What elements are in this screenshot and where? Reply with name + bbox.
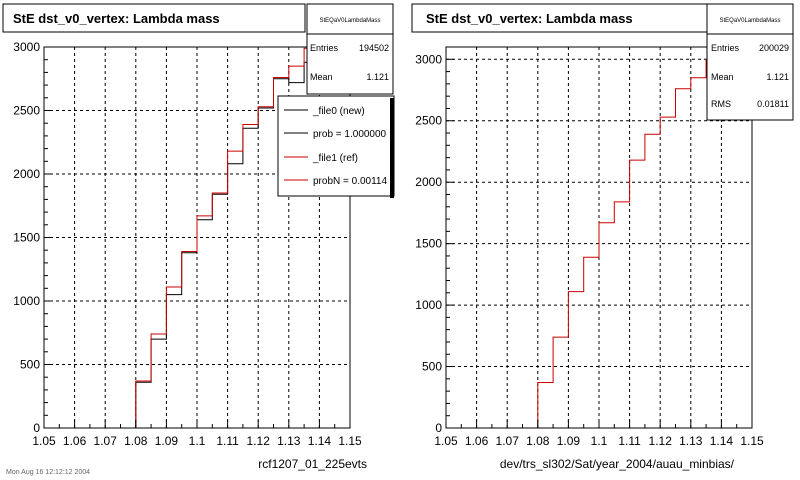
right-title-box <box>411 3 709 33</box>
right-y-tick-label: 2500 <box>415 114 442 128</box>
legend-label-probn: probN = 0.00114 <box>313 176 387 187</box>
left-y-tick-label: 2000 <box>13 167 40 181</box>
left-x-axis-label: rcf1207_01_225evts <box>258 457 367 471</box>
left-stats-mean-label: Mean <box>310 72 333 82</box>
left-title: StE dst_v0_vertex: Lambda mass <box>13 11 220 26</box>
left-x-tick-label: 1.05 <box>32 434 56 448</box>
left-x-tick-label: 1.12 <box>247 434 271 448</box>
right-stats-rms-value: 0.01811 <box>757 99 789 109</box>
left-stats-mean-value: 1.121 <box>366 72 389 82</box>
right-stats-rms-label: RMS <box>711 99 731 109</box>
left-x-tick-label: 1.06 <box>63 434 87 448</box>
left-y-tick-label: 500 <box>20 358 40 372</box>
left-x-tick-label: 1.08 <box>124 434 148 448</box>
right-y-tick-label: 500 <box>422 360 442 374</box>
right-axis-ticks: 1.05 1.06 1.07 1.08 1.09 1.1 1.11 1.12 1.13 1.14 1… <box>415 52 764 448</box>
left-stats-box: StEQaV0LambdaMass Entries 194502 Mean 1.… <box>306 3 394 95</box>
left-x-tick-label: 1.14 <box>308 434 332 448</box>
right-series-0-step-line <box>446 60 722 429</box>
right-title: StE dst_v0_vertex: Lambda mass <box>426 11 633 26</box>
right-x-tick-label: 1.05 <box>434 434 458 448</box>
right-x-tick-label: 1.08 <box>526 434 550 448</box>
legend-label-ref: _file1 (ref) <box>312 153 358 164</box>
right-x-tick-label: 1.14 <box>710 434 734 448</box>
left-x-tick-label: 1.15 <box>338 434 362 448</box>
right-x-tick-label: 1.1 <box>591 434 608 448</box>
left-x-tick-label: 1.09 <box>155 434 179 448</box>
right-y-tick-label: 1500 <box>415 237 442 251</box>
left-legend: _file0 (new) prob = 1.000000 _file1 (ref… <box>277 95 395 198</box>
left-x-tick-label: 1.07 <box>94 434 118 448</box>
right-y-tick-label: 2000 <box>415 175 442 189</box>
right-x-tick-label: 1.15 <box>740 434 764 448</box>
right-x-tick-label: 1.13 <box>679 434 703 448</box>
right-stats-mean-label: Mean <box>711 72 734 82</box>
legend-label-prob: prob = 1.000000 <box>313 129 387 140</box>
right-stats-title: StEQaV0LambdaMass <box>719 18 780 24</box>
left-axis-ticks: 1.05 1.06 1.07 1.08 1.09 1.1 1.11 1.12 1.13 1.14 1… <box>13 40 362 448</box>
left-x-tick-label: 1.1 <box>189 434 206 448</box>
left-y-tick-label: 0 <box>33 421 40 435</box>
left-stats-entries-label: Entries <box>310 43 339 53</box>
left-y-tick-label: 1000 <box>13 294 40 308</box>
left-histogram-panel: StE dst_v0_vertex: Lambda mass 1.05 1.06 1… <box>2 3 395 471</box>
legend-label-new: _file0 (new) <box>312 106 365 117</box>
left-title-box <box>2 3 306 33</box>
right-grid <box>446 47 752 428</box>
right-stats-mean-value: 1.121 <box>766 72 789 82</box>
left-y-tick-label: 2500 <box>13 104 40 118</box>
right-histogram-panel: StE dst_v0_vertex: Lambda mass 1.05 1.06 1… <box>411 3 794 471</box>
right-stats-entries-value: 200029 <box>759 43 789 53</box>
right-x-tick-label: 1.06 <box>465 434 489 448</box>
right-stats-entries-label: Entries <box>711 43 740 53</box>
footer-date: Mon Aug 16 12:12:12 2004 <box>6 469 90 476</box>
right-y-tick-label: 3000 <box>415 52 442 66</box>
right-y-tick-label: 0 <box>435 421 442 435</box>
left-x-tick-label: 1.13 <box>277 434 301 448</box>
right-x-tick-label: 1.12 <box>649 434 673 448</box>
left-stats-entries-value: 194502 <box>359 43 389 53</box>
left-x-tick-label: 1.11 <box>216 434 239 448</box>
left-stats-title: StEQaV0LambdaMass <box>319 18 380 24</box>
legend-shadow <box>390 98 394 198</box>
left-y-tick-label: 3000 <box>13 40 40 54</box>
right-x-tick-label: 1.07 <box>496 434 520 448</box>
right-x-axis-label: dev/trs_sl302/Sat/year_2004/auau_minbias… <box>500 457 735 471</box>
right-stats-box: StEQaV0LambdaMass Entries 200029 Mean 1.… <box>706 3 794 121</box>
right-x-tick-label: 1.11 <box>618 434 641 448</box>
right-series <box>446 60 722 429</box>
right-y-tick-label: 1000 <box>415 298 442 312</box>
right-x-tick-label: 1.09 <box>557 434 581 448</box>
left-y-tick-label: 1500 <box>13 231 40 245</box>
